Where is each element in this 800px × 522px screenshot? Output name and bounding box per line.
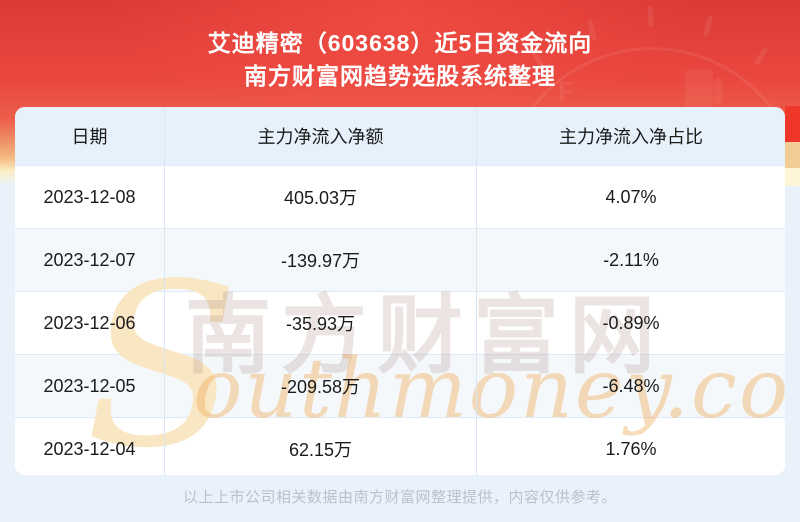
table-header-row: 日期 主力净流入净额 主力净流入净占比 bbox=[15, 107, 785, 165]
cell-net-inflow: 62.15万 bbox=[165, 418, 477, 475]
page-title: 艾迪精密（603638）近5日资金流向 bbox=[207, 30, 593, 56]
cell-net-inflow: 405.03万 bbox=[165, 166, 477, 228]
ribbon-tan-decoration bbox=[785, 142, 800, 168]
table-row: 2023-12-06 -35.93万 -0.89% bbox=[15, 291, 785, 354]
cell-date: 2023-12-05 bbox=[15, 355, 165, 417]
column-header-net-inflow-pct: 主力净流入净占比 bbox=[559, 127, 703, 147]
cell-date: 2023-12-04 bbox=[15, 418, 165, 475]
cell-net-inflow-pct: -0.89% bbox=[602, 312, 660, 333]
svg-text:F: F bbox=[558, 76, 574, 106]
table-row: 2023-12-05 -209.58万 -6.48% bbox=[15, 354, 785, 417]
cell-net-inflow: -35.93万 bbox=[165, 292, 477, 354]
cell-date: 2023-12-07 bbox=[15, 229, 165, 291]
table-row: 2023-12-04 62.15万 1.76% bbox=[15, 417, 785, 475]
table-body: 2023-12-08 405.03万 4.07% 2023-12-07 -139… bbox=[15, 165, 785, 475]
cell-net-inflow: -209.58万 bbox=[165, 355, 477, 417]
table-row: 2023-12-07 -139.97万 -2.11% bbox=[15, 228, 785, 291]
cell-date: 2023-12-08 bbox=[15, 166, 165, 228]
cell-net-inflow-pct: -2.11% bbox=[603, 249, 659, 270]
table-row: 2023-12-08 405.03万 4.07% bbox=[15, 165, 785, 228]
cell-net-inflow-pct: 4.07% bbox=[605, 186, 657, 207]
cell-net-inflow-pct: -6.48% bbox=[602, 375, 660, 396]
page-subtitle: 南方财富网趋势选股系统整理 bbox=[244, 63, 556, 89]
cell-date: 2023-12-06 bbox=[15, 292, 165, 354]
column-header-date: 日期 bbox=[15, 107, 165, 165]
cell-net-inflow-pct: 1.76% bbox=[605, 438, 657, 459]
cell-net-inflow: -139.97万 bbox=[165, 229, 477, 291]
fund-flow-table: 日期 主力净流入净额 主力净流入净占比 S 南方财富网 outhmoney.co… bbox=[15, 107, 785, 475]
disclaimer-text: 以上上市公司相关数据由南方财富网整理提供，内容仅供参考。 bbox=[182, 489, 617, 506]
ribbon-cream-decoration bbox=[785, 168, 800, 186]
ribbon-red-decoration bbox=[785, 106, 800, 142]
fuel-gauge-icon: F bbox=[508, 5, 792, 150]
column-header-net-inflow: 主力净流入净额 bbox=[165, 107, 477, 165]
